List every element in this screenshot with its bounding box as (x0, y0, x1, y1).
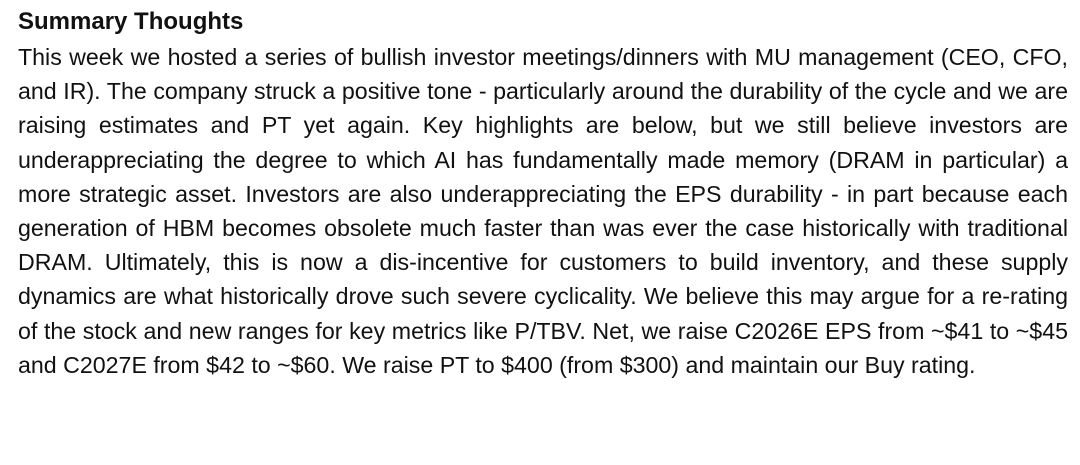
summary-paragraph: This week we hosted a series of bullish … (18, 44, 1068, 378)
summary-section: Summary Thoughts This week we hosted a s… (18, 6, 1068, 382)
section-heading: Summary Thoughts (18, 8, 244, 35)
